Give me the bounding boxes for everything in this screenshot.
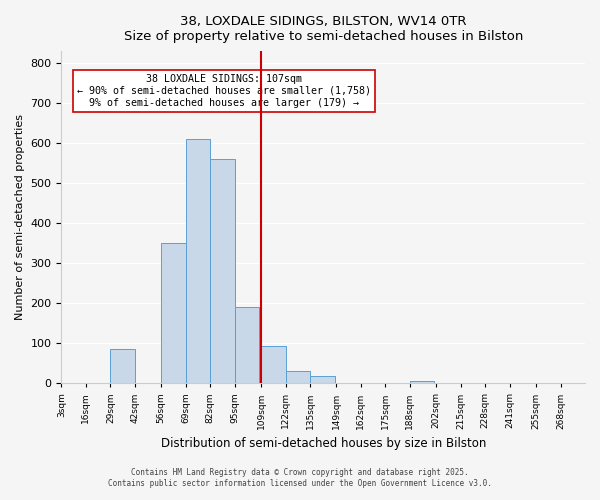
Bar [210, 159, 235, 384]
Text: Contains HM Land Registry data © Crown copyright and database right 2025.
Contai: Contains HM Land Registry data © Crown c… [108, 468, 492, 487]
Text: 38 LOXDALE SIDINGS: 107sqm
← 90% of semi-detached houses are smaller (1,758)
9% : 38 LOXDALE SIDINGS: 107sqm ← 90% of semi… [77, 74, 371, 108]
Bar [261, 346, 286, 384]
Bar [410, 382, 434, 384]
Bar [110, 349, 135, 384]
Bar [235, 307, 259, 384]
X-axis label: Distribution of semi-detached houses by size in Bilston: Distribution of semi-detached houses by … [161, 437, 486, 450]
Bar [310, 376, 335, 384]
Bar [286, 372, 310, 384]
Title: 38, LOXDALE SIDINGS, BILSTON, WV14 0TR
Size of property relative to semi-detache: 38, LOXDALE SIDINGS, BILSTON, WV14 0TR S… [124, 15, 523, 43]
Bar [161, 243, 186, 384]
Bar [186, 139, 210, 384]
Y-axis label: Number of semi-detached properties: Number of semi-detached properties [15, 114, 25, 320]
